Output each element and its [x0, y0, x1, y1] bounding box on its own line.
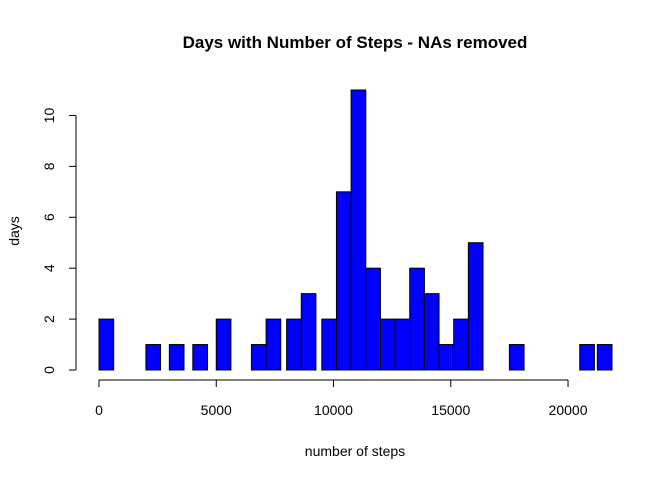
histogram-bar-16	[423, 293, 440, 371]
y-tick-label-4: 8	[41, 162, 57, 170]
x-axis-label: number of steps	[305, 443, 405, 459]
histogram-bar-12	[365, 267, 381, 371]
chart-title: Days with Number of Steps - NAs removed	[183, 33, 528, 52]
histogram-bar-3	[192, 344, 208, 371]
y-tick-label-2: 4	[41, 264, 57, 272]
x-tick-label-0: 0	[95, 402, 103, 418]
histogram-bar-1	[145, 344, 162, 371]
histogram-bar-22	[596, 344, 613, 371]
histogram-bar-15	[409, 267, 425, 371]
x-tick-label-4: 20000	[549, 402, 588, 418]
histogram-bar-17	[438, 344, 455, 371]
x-axis: 0 5000 10000 15000 20000	[95, 379, 588, 418]
histogram-bar-7	[286, 318, 302, 371]
histogram-bar-4	[215, 318, 232, 371]
y-axis-label: days	[6, 216, 22, 246]
y-tick-label-3: 6	[41, 213, 57, 221]
histogram-bar-9	[321, 318, 337, 371]
x-tick-label-2: 10000	[314, 402, 353, 418]
histogram-bar-20	[508, 344, 525, 371]
bars-group	[98, 89, 613, 371]
histogram-bar-5	[250, 344, 267, 371]
y-axis: 0 2 4 6 8 10	[41, 107, 77, 374]
x-tick-label-1: 5000	[201, 402, 232, 418]
histogram-bar-21	[579, 344, 595, 371]
y-tick-label-5: 10	[41, 107, 57, 123]
histogram-bar-10	[335, 191, 352, 371]
histogram-bar-11	[350, 89, 367, 371]
y-tick-label-0: 0	[41, 366, 57, 374]
histogram-bar-18	[453, 318, 469, 371]
x-tick-label-3: 15000	[431, 402, 470, 418]
histogram-bar-19	[467, 242, 484, 371]
histogram-bar-14	[394, 318, 411, 371]
histogram-bar-0	[98, 318, 115, 371]
histogram-bar-6	[265, 318, 282, 371]
histogram-bar-13	[379, 318, 396, 371]
histogram-bar-8	[300, 293, 317, 371]
y-tick-label-1: 2	[41, 315, 57, 323]
histogram-bar-2	[168, 344, 185, 371]
